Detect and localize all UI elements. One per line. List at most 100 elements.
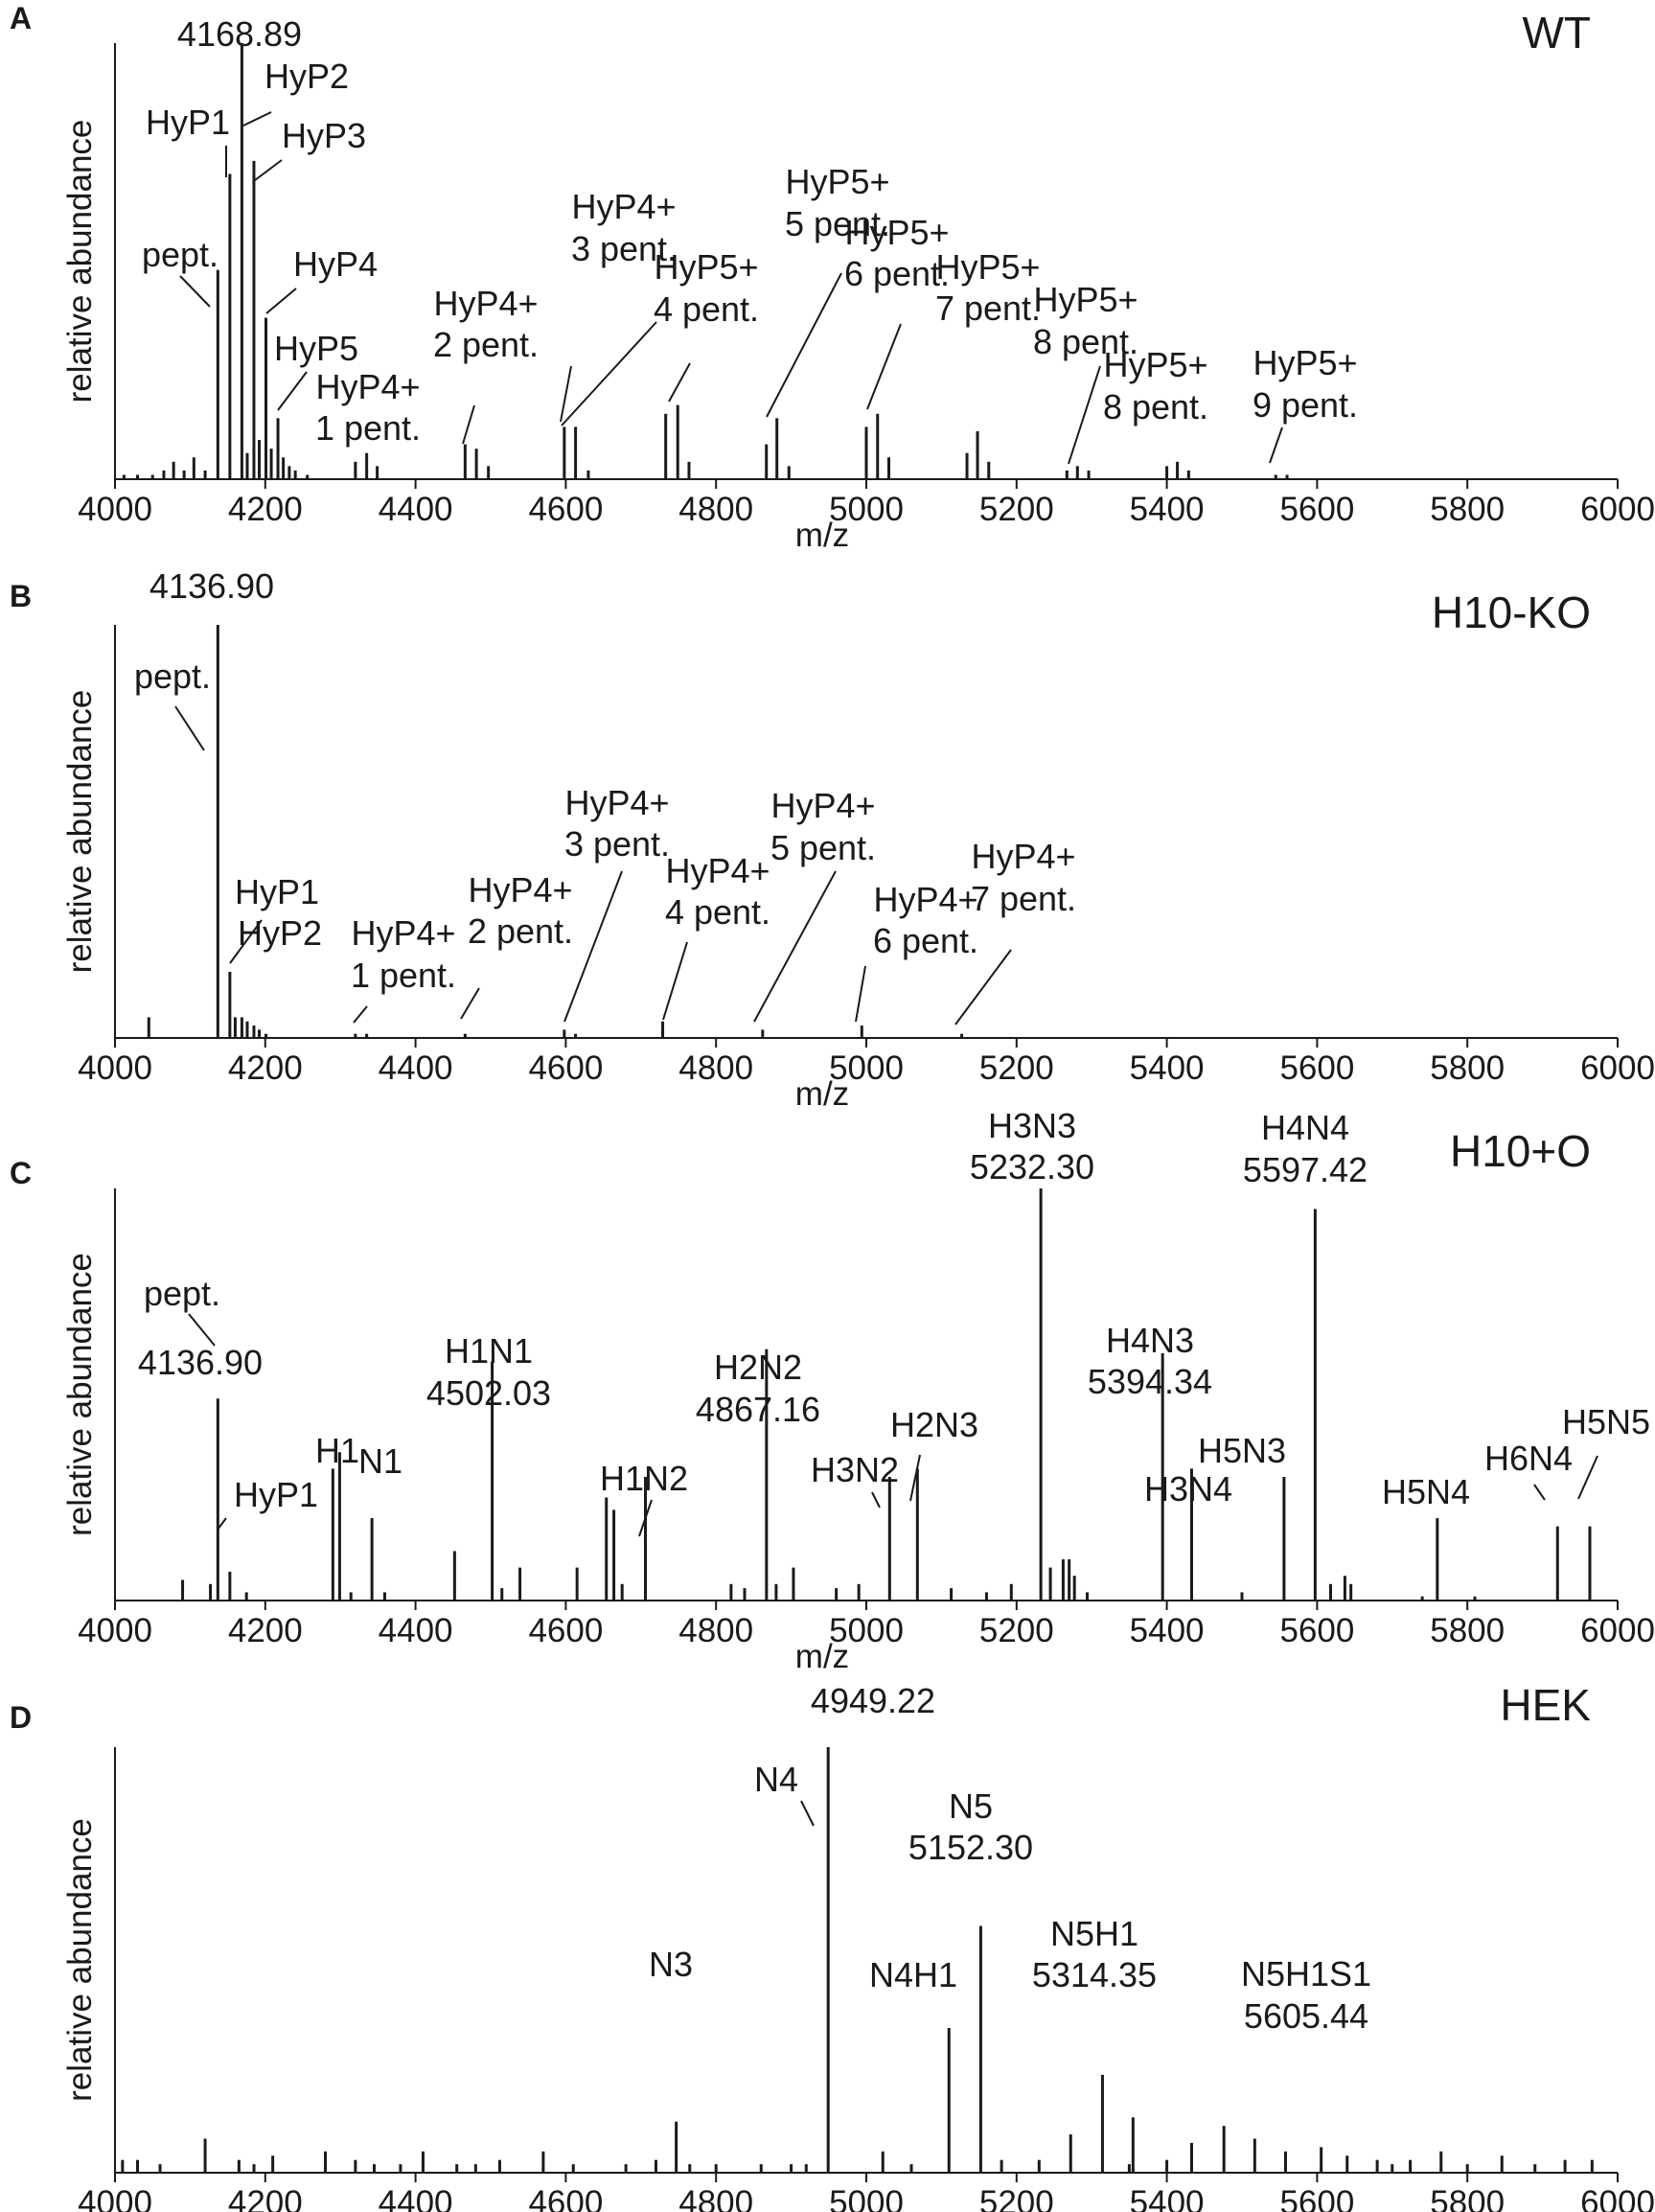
- peak-annotation: 7 pent.: [971, 879, 1076, 918]
- x-tick-label: 5800: [1430, 491, 1505, 528]
- x-tick-label: 4000: [78, 2184, 152, 2212]
- annotation-leader-line: [766, 272, 842, 418]
- x-tick-label: 5200: [979, 491, 1054, 528]
- peak-annotation: 8 pent.: [1103, 387, 1208, 426]
- x-tick-label: 5600: [1279, 1049, 1354, 1087]
- peak-annotation: 4168.89: [177, 14, 302, 54]
- peak-annotation: 5152.30: [908, 1828, 1033, 1867]
- y-axis-label: relative abundance: [61, 120, 99, 403]
- peak-annotation: 2 pent.: [468, 911, 573, 951]
- x-axis-label: m/z: [795, 2210, 849, 2212]
- panel-title: H10+O: [1450, 1126, 1591, 1176]
- peak-annotation: 4136.90: [138, 1343, 263, 1382]
- x-tick-label: 4000: [78, 1612, 152, 1649]
- peak-annotation: 5 pent.: [785, 204, 890, 243]
- y-axis-label: relative abundance: [61, 690, 99, 974]
- annotation-leader-line: [174, 705, 205, 751]
- peak-annotation: H1: [315, 1431, 359, 1470]
- peak-annotation: HyP4+: [564, 783, 669, 822]
- annotation-leader-line: [229, 919, 263, 964]
- x-tick-label: 5200: [979, 2184, 1054, 2212]
- x-tick-label: 4200: [228, 491, 303, 528]
- x-tick-label: 5600: [1279, 2184, 1354, 2212]
- x-tick-label: 4200: [228, 1612, 303, 1649]
- x-tick-label: 5000: [829, 1049, 904, 1087]
- x-tick-label: 4400: [379, 1049, 453, 1087]
- annotation-leader-line: [242, 111, 272, 127]
- annotation-leader-line: [638, 1499, 653, 1537]
- peak-annotation: 4 pent.: [654, 289, 759, 329]
- x-tick-label: 6000: [1580, 1049, 1655, 1087]
- peak-annotation: N4H1: [869, 1955, 957, 1994]
- x-tick-label: 6000: [1580, 2184, 1655, 2212]
- peak-annotation: HyP1: [146, 103, 230, 142]
- peak-annotation: HyP4+: [665, 851, 770, 890]
- peak-annotation: HyP4: [293, 244, 378, 284]
- peak-annotation: 5232.30: [970, 1147, 1094, 1187]
- peak-annotation: N5: [949, 1786, 993, 1826]
- peak-annotation: H5N4: [1382, 1472, 1470, 1511]
- x-tick-label: 5000: [829, 491, 904, 528]
- x-tick-label: 4800: [678, 2184, 753, 2212]
- x-tick-label: 4400: [379, 1612, 453, 1649]
- peak-annotation: HyP4+: [433, 284, 538, 323]
- annotation-leader-line: [254, 159, 283, 181]
- peak-annotation: HyP5: [274, 329, 358, 368]
- peak-annotation: HyP4+: [315, 367, 420, 406]
- annotation-leader-line: [265, 288, 297, 314]
- panel-letter: C: [10, 1156, 32, 1190]
- peak-annotation: N5H1S1: [1241, 1954, 1371, 1993]
- peak-annotation: 2 pent.: [433, 325, 539, 364]
- peak-annotation: HyP2: [238, 913, 322, 953]
- peak-annotation: 4502.03: [426, 1373, 551, 1413]
- peak-annotation: HyP4+: [971, 837, 1075, 876]
- x-tick-label: 6000: [1580, 1612, 1655, 1649]
- panel-title: WT: [1522, 8, 1591, 58]
- peak-annotation: HyP1: [235, 872, 319, 911]
- peak-annotation: 4867.16: [696, 1390, 820, 1429]
- annotation-leader-line: [866, 323, 902, 410]
- x-tick-label: 4000: [78, 491, 152, 528]
- x-tick-label: 5000: [829, 2184, 904, 2212]
- x-tick-label: 5800: [1430, 1049, 1505, 1087]
- annotation-leader-line: [563, 870, 623, 1023]
- peak-annotation: H5N3: [1198, 1431, 1286, 1470]
- peak-annotation: HyP4+: [571, 187, 676, 226]
- x-tick-label: 4000: [78, 1049, 152, 1087]
- peak-annotation: 5 pent.: [770, 828, 876, 867]
- x-tick-label: 5400: [1130, 491, 1205, 528]
- peak-annotation: 6 pent.: [844, 254, 950, 293]
- peak-annotation: HyP4+: [873, 880, 977, 919]
- peak-annotation: pept.: [144, 1274, 220, 1313]
- annotation-leader-line: [954, 949, 1012, 1025]
- annotation-leader-line: [871, 1491, 881, 1509]
- peak-annotation: pept.: [142, 235, 218, 274]
- annotation-leader-line: [179, 275, 211, 308]
- peak-annotation: H4N3: [1106, 1321, 1194, 1360]
- peak-annotation: HyP3: [282, 116, 366, 155]
- peak-annotation: 1 pent.: [351, 956, 456, 995]
- x-axis-label: m/z: [795, 1075, 849, 1113]
- peak-annotation: 1 pent.: [315, 408, 421, 448]
- panel-letter: A: [10, 1, 32, 35]
- peak-annotation: 6 pent.: [873, 921, 978, 960]
- peak-annotation: H6N4: [1484, 1439, 1573, 1478]
- x-tick-label: 4600: [528, 491, 603, 528]
- peak-annotation: 5597.42: [1243, 1150, 1368, 1189]
- peak-annotation: N1: [358, 1441, 402, 1481]
- y-axis-label: relative abundance: [61, 1253, 99, 1536]
- x-tick-label: 5400: [1130, 1612, 1205, 1649]
- x-axis-label: m/z: [795, 517, 849, 554]
- annotation-leader-line: [460, 987, 480, 1020]
- panel-C: C H10+O relative abundance 4000 4200 4400 4600…: [10, 1106, 1655, 1675]
- annotation-leader-line: [668, 362, 691, 403]
- annotation-leader-line: [462, 404, 475, 445]
- x-axis-label: m/z: [795, 1638, 849, 1675]
- peak-annotation: 5605.44: [1244, 1996, 1368, 2036]
- peak-annotation: HyP5+: [844, 213, 949, 252]
- x-tick-label: 5200: [979, 1612, 1054, 1649]
- annotation-leader-line: [561, 321, 657, 426]
- x-tick-label: 5000: [829, 1612, 904, 1649]
- peak-annotation: HyP5+: [1253, 343, 1357, 382]
- annotation-leader-line: [1577, 1455, 1598, 1500]
